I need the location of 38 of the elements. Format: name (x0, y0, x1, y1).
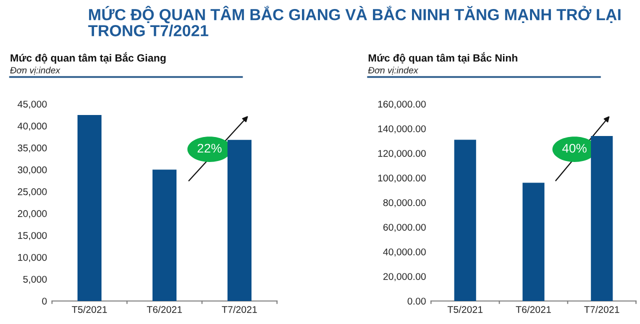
y-tick-label: 15,000 (18, 232, 47, 240)
annotation: 40% (562, 144, 587, 153)
x-tick-label: T7/2021 (584, 306, 620, 313)
x-tick-label: T5/2021 (72, 306, 107, 313)
y-tick-label: 30,000 (18, 166, 47, 174)
y-tick-label: 120,000.00 (378, 150, 426, 158)
y-tick-label: 20,000 (18, 210, 47, 218)
y-tick-label: 100,000.00 (378, 174, 426, 183)
y-tick-label: 140,000.00 (378, 125, 426, 134)
x-tick-label: T7/2021 (222, 306, 257, 313)
bar (152, 170, 176, 301)
annotation: 22% (198, 144, 222, 153)
y-tick-label: 35,000 (18, 144, 47, 153)
y-tick-label: 5,000 (23, 276, 47, 284)
chart-subtitle: Đơn vị:index (10, 66, 60, 75)
y-tick-label: 60,000.00 (383, 224, 426, 232)
y-tick-label: 40,000.00 (383, 248, 426, 257)
chart-subtitle: Đơn vị:index (368, 66, 418, 75)
bar (454, 140, 476, 301)
text: MỨC ĐỘ QUAN TÂM BẮC GIANG VÀ BẮC NINH TĂNG MẠNH TRỞ LẠI TRONG T7/2021 (88, 6, 620, 37)
chart-title: Mức độ quan tâm tại Bắc Giang (10, 52, 166, 64)
x-tick-label: T6/2021 (146, 306, 182, 313)
y-tick-label: 20,000.00 (383, 273, 426, 282)
y-tick-label: 25,000 (18, 188, 47, 196)
y-tick-label: 10,000 (18, 254, 47, 262)
y-tick-label: 0.00 (408, 298, 426, 305)
y-tick-label: 45,000 (18, 100, 47, 109)
bar (522, 182, 544, 301)
chart-title: Mức độ quan tâm tại Bắc Ninh (368, 52, 518, 64)
x-tick-label: T6/2021 (516, 306, 551, 313)
bar (228, 140, 252, 301)
y-tick-label: 160,000.00 (378, 100, 426, 109)
x-tick-label: T5/2021 (448, 306, 483, 313)
bar (78, 114, 102, 301)
y-tick-label: 0 (42, 298, 47, 305)
bar (590, 136, 613, 301)
y-tick-label: 80,000.00 (383, 199, 426, 208)
y-tick-label: 40,000 (18, 122, 47, 131)
